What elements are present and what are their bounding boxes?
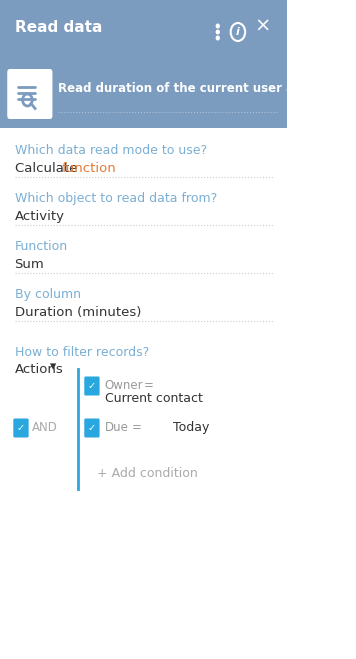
Text: ×: × [255, 16, 271, 36]
Text: ▾: ▾ [50, 360, 56, 373]
Text: How to filter records?: How to filter records? [15, 346, 149, 359]
Text: Activity: Activity [15, 210, 64, 223]
Text: ✓: ✓ [17, 423, 25, 433]
FancyBboxPatch shape [13, 418, 28, 438]
Text: ✓: ✓ [88, 381, 96, 391]
Text: Sum: Sum [15, 258, 44, 271]
Text: i: i [236, 27, 240, 37]
Text: Duration (minutes): Duration (minutes) [15, 306, 141, 319]
Text: Due: Due [105, 421, 129, 434]
Text: Read duration of the current user activities: Read duration of the current user activi… [58, 82, 347, 95]
Text: =: = [143, 379, 153, 392]
Text: By column: By column [15, 288, 80, 301]
Text: Calculate: Calculate [15, 162, 81, 175]
Text: Owner: Owner [105, 379, 143, 392]
Text: Function: Function [15, 240, 68, 253]
FancyBboxPatch shape [84, 376, 100, 395]
Text: + Add condition: + Add condition [97, 467, 198, 480]
Text: =: = [131, 421, 141, 434]
Text: Today: Today [173, 421, 210, 434]
Text: Which data read mode to use?: Which data read mode to use? [15, 144, 206, 157]
Text: Which object to read data from?: Which object to read data from? [15, 192, 217, 205]
Text: ✓: ✓ [88, 423, 96, 433]
FancyBboxPatch shape [84, 418, 100, 438]
Text: Read data: Read data [15, 20, 102, 35]
FancyBboxPatch shape [7, 69, 52, 119]
Text: AND: AND [32, 421, 58, 434]
Text: Current contact: Current contact [105, 392, 203, 405]
Text: Actions: Actions [15, 363, 63, 376]
Circle shape [216, 24, 219, 28]
Circle shape [216, 30, 219, 34]
Circle shape [216, 36, 219, 40]
Bar [0, 0, 287, 128]
Text: function: function [61, 162, 116, 175]
